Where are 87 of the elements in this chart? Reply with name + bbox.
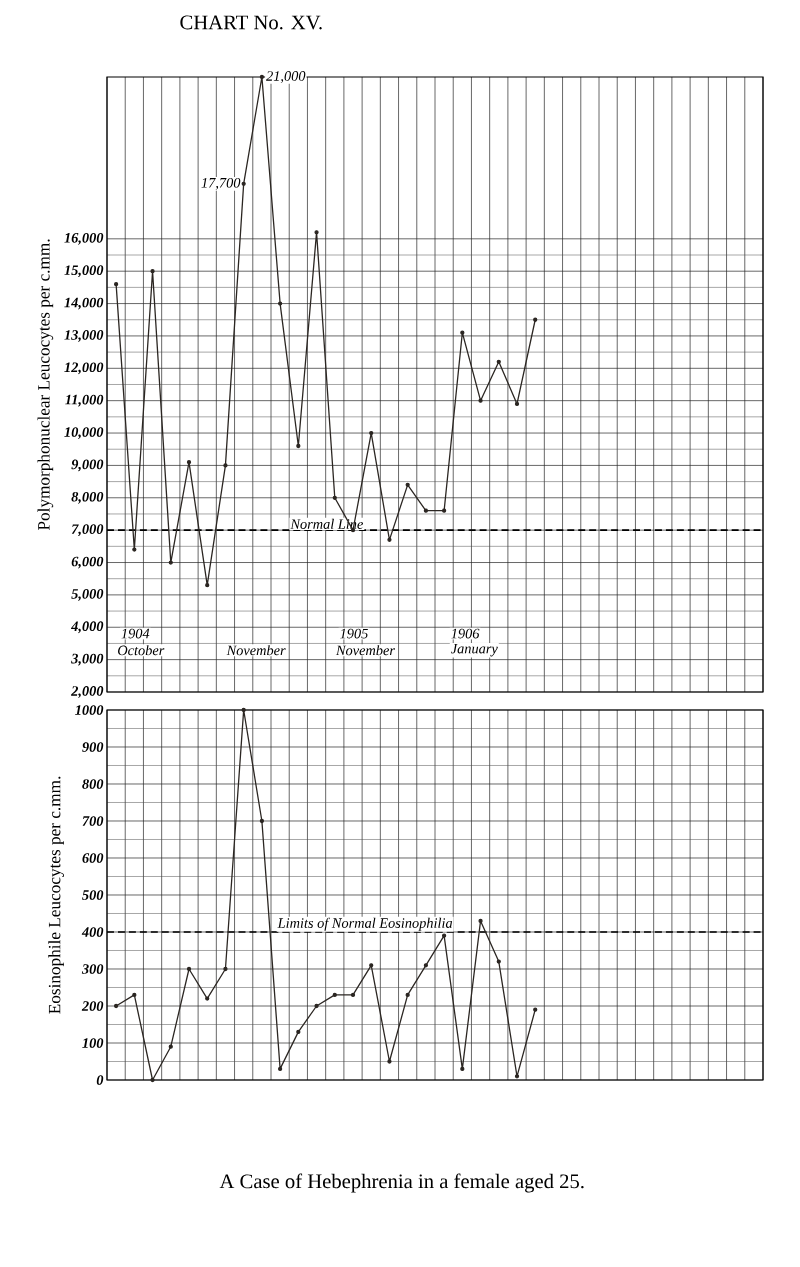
y-tick-label: 5,000 <box>71 589 104 601</box>
y-tick-label: 10,000 <box>64 427 104 439</box>
point <box>186 460 192 465</box>
point <box>514 401 520 407</box>
point <box>205 996 210 1001</box>
y-tick-label: 8,000 <box>71 491 104 504</box>
point <box>478 398 483 403</box>
y-tick-label: 400 <box>81 927 104 937</box>
point <box>369 430 374 436</box>
point <box>478 918 483 924</box>
y-tick-label: 7,000 <box>71 524 104 537</box>
point <box>514 1074 520 1079</box>
y-tick-label: 2,000 <box>71 686 104 698</box>
point <box>296 443 301 449</box>
y-tick-label: 0 <box>96 1075 104 1085</box>
point <box>533 317 538 322</box>
y-tick-label: 9,000 <box>71 459 104 472</box>
point <box>314 230 319 235</box>
point <box>387 537 392 543</box>
point <box>259 818 265 824</box>
y-tick-label: 600 <box>82 853 104 863</box>
point <box>350 992 356 998</box>
point <box>441 508 447 513</box>
point <box>113 1003 119 1009</box>
point <box>168 560 173 565</box>
y-tick-label: 300 <box>81 964 104 974</box>
point <box>241 707 246 713</box>
point <box>387 1059 392 1064</box>
y-tick-label: 11,000 <box>65 394 104 407</box>
point <box>423 508 429 513</box>
point <box>205 583 210 588</box>
point <box>369 963 374 968</box>
point <box>186 966 192 972</box>
point <box>223 463 228 468</box>
annotation: 21,000 <box>266 71 306 83</box>
point <box>423 963 429 968</box>
y-tick-label: 13,000 <box>64 330 104 342</box>
y-tick-label: 6,000 <box>71 556 104 569</box>
y-tick-label: 3,000 <box>71 653 104 666</box>
annotation: 1906 <box>451 628 480 639</box>
annotation: 1904 <box>121 628 150 639</box>
point <box>223 966 228 972</box>
y-tick-label: 100 <box>82 1038 104 1048</box>
point <box>150 1077 155 1083</box>
annotation: 1905 <box>340 628 368 639</box>
y-tick-label: 200 <box>81 1001 104 1011</box>
y-tick-label: 500 <box>82 890 104 900</box>
point <box>441 933 447 938</box>
y-tick-label: 4,000 <box>70 621 104 634</box>
point <box>277 1066 283 1072</box>
annotation: November <box>226 645 286 656</box>
y-tick-label: 14,000 <box>64 297 104 310</box>
annotation: October <box>118 645 165 656</box>
point <box>296 1029 301 1035</box>
y-tick-label: 900 <box>82 742 104 752</box>
point <box>405 482 410 487</box>
annotation: January <box>450 643 498 657</box>
point <box>168 1044 173 1049</box>
y-tick-label: 16,000 <box>64 232 104 245</box>
point <box>460 1066 465 1072</box>
point <box>332 495 337 500</box>
annotation: 17,700 <box>201 177 241 190</box>
point <box>150 269 155 274</box>
y-tick-label: 800 <box>82 779 104 789</box>
point <box>460 330 465 335</box>
y-axis-title: Eosinophile Leucocytes per c.mm. <box>48 776 64 1014</box>
point <box>314 1003 319 1009</box>
y-tick-label: 1000 <box>75 705 104 715</box>
point <box>113 282 119 287</box>
point <box>496 959 501 964</box>
point <box>132 992 137 998</box>
point <box>533 1007 538 1012</box>
text: A Case of Hebephrenia in a female aged 25. <box>219 1173 584 1193</box>
point <box>277 301 283 306</box>
annotation: November <box>335 645 395 656</box>
y-tick-label: 12,000 <box>64 362 104 375</box>
y-tick-label: 15,000 <box>64 265 104 278</box>
ref-line-label: Limits of Normal Eosinophilia <box>277 917 453 931</box>
point <box>405 992 410 998</box>
y-axis-title: Polymorphonuclear Leucocytes per c.mm. <box>37 239 54 531</box>
y-tick-label: 700 <box>82 816 104 826</box>
point <box>496 359 501 364</box>
point <box>332 992 337 998</box>
chart-title: CHART No. XV. <box>180 15 322 30</box>
point <box>241 181 246 186</box>
point <box>259 74 265 80</box>
point <box>132 547 137 552</box>
